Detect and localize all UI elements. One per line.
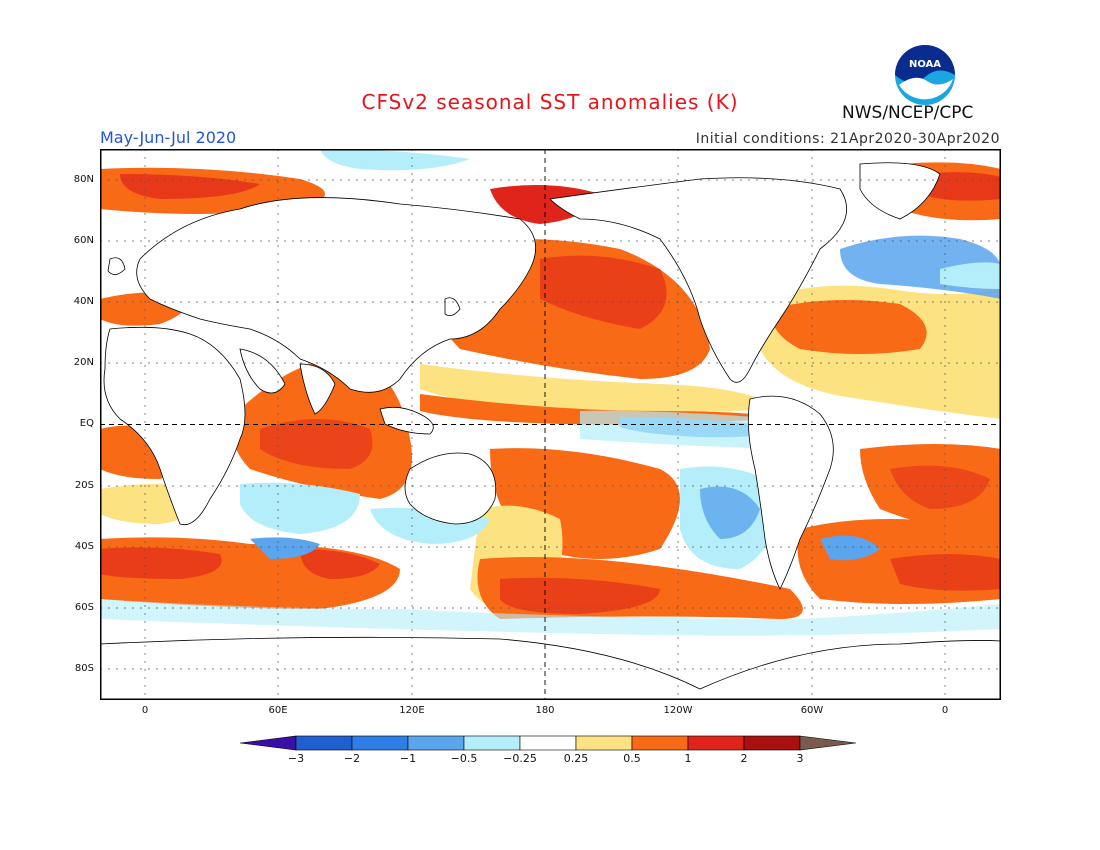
colorbar-arrow-high <box>799 735 857 751</box>
lat-tick-20s: 20S <box>74 480 94 491</box>
equator-dateline <box>100 149 1001 700</box>
lon-tick-60e: 60E <box>268 705 288 716</box>
logo-text: NOAA <box>909 59 941 70</box>
agency-label: NWS/NCEP/CPC <box>842 103 974 123</box>
colorbar-tick-label: −1 <box>399 752 417 765</box>
colorbar-swatch <box>631 735 689 751</box>
colorbar-swatch <box>743 735 801 751</box>
colorbar-tick-label: 2 <box>740 752 748 765</box>
noaa-logo: NOAA <box>893 43 957 111</box>
colorbar-swatch <box>351 735 409 751</box>
colorbar-arrow-low <box>239 735 297 751</box>
colorbar-tick-label: 0.25 <box>563 752 589 765</box>
colorbar-tick-label: 0.5 <box>623 752 641 765</box>
sst-anomaly-map <box>99 148 1002 701</box>
colorbar-tick-label: −3 <box>287 752 305 765</box>
lat-tick-40n: 40N <box>73 296 94 307</box>
colorbar-swatch <box>295 735 353 751</box>
lon-tick-0-east: 0 <box>941 705 949 716</box>
lon-tick-120w: 120W <box>663 705 693 716</box>
colorbar-swatch <box>519 735 577 751</box>
colorbar-tick-label: −0.25 <box>503 752 537 765</box>
lat-tick-60n: 60N <box>73 235 94 246</box>
lat-tick-eq: EQ <box>79 418 94 429</box>
colorbar <box>239 734 860 756</box>
lat-tick-20n: 20N <box>73 357 94 368</box>
colorbar-swatch <box>407 735 465 751</box>
colorbar-swatch <box>687 735 745 751</box>
map-frame <box>99 148 1002 701</box>
colorbar-tick-label: 3 <box>796 752 804 765</box>
anomaly-fields <box>100 149 1001 636</box>
lon-tick-60w: 60W <box>800 705 824 716</box>
initial-conditions-label: Initial conditions: 21Apr2020-30Apr2020 <box>695 131 1000 147</box>
colorbar-tick-label: −2 <box>343 752 361 765</box>
chart-title: CFSv2 seasonal SST anomalies (K) <box>361 90 739 114</box>
lon-tick-180: 180 <box>535 705 555 716</box>
season-label: May-Jun-Jul 2020 <box>100 128 237 147</box>
lat-tick-80s: 80S <box>74 663 94 674</box>
land-masses <box>100 162 1001 700</box>
colorbar-swatch <box>575 735 633 751</box>
lat-tick-80n: 80N <box>73 174 94 185</box>
colorbar-swatch <box>463 735 521 751</box>
lat-tick-60s: 60S <box>74 602 94 613</box>
lat-tick-40s: 40S <box>74 541 94 552</box>
lon-tick-0-west: 0 <box>141 705 149 716</box>
colorbar-tick-label: 1 <box>684 752 692 765</box>
colorbar-tick-label: −0.5 <box>450 752 478 765</box>
lon-tick-120e: 120E <box>399 705 425 716</box>
